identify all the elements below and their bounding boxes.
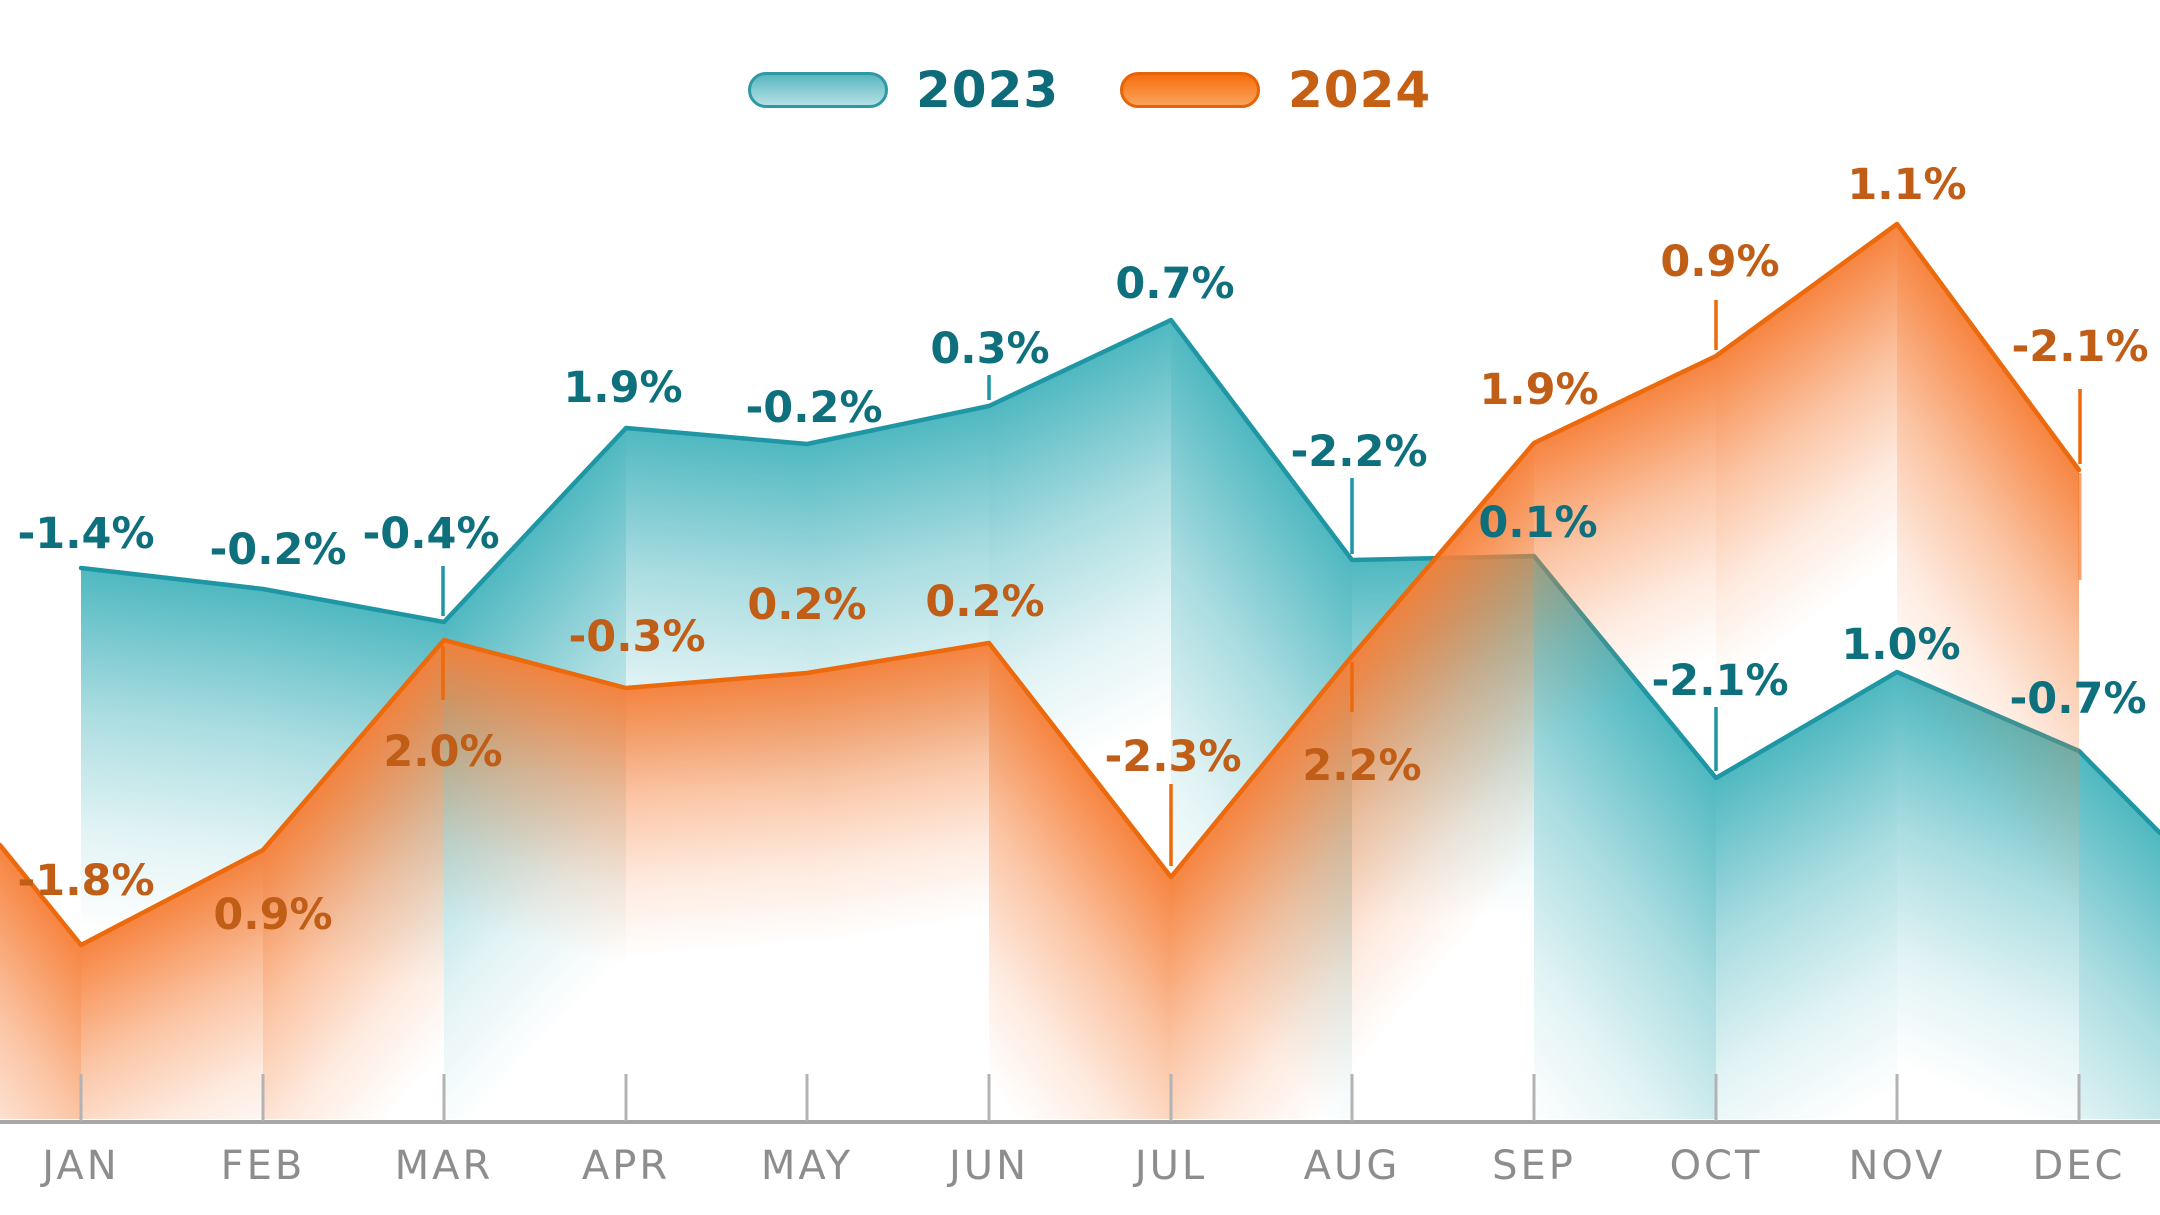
data-label-2024: 1.1%	[1847, 160, 1966, 210]
legend-label-2023: 2023	[916, 61, 1060, 119]
glow-segment-2023	[2079, 751, 2160, 1119]
glow-segment-2024	[626, 673, 807, 1119]
data-label-2023: 1.9%	[563, 363, 682, 413]
legend-swatch-2024-pill	[1120, 72, 1260, 108]
glow-segment-2024	[444, 640, 626, 1119]
series-2023-labels: -1.4% -0.2% -0.4% 1.9% -0.2% 0.3% 0.7% -2.2% 0.1…	[17, 259, 2147, 771]
legend-item-2024: 2024	[1120, 61, 1432, 119]
glow-segment-2024	[989, 643, 1171, 1119]
data-label-2024: 2.2%	[1302, 741, 1421, 791]
x-axis-month-label: JUN	[946, 1143, 1029, 1189]
data-label-2024: 2.0%	[383, 727, 502, 777]
x-axis: JAN FEB MAR APR MAY JUN JUL AUG SEP OCT NOV DEC	[0, 1074, 2160, 1189]
legend-label-2024: 2024	[1288, 61, 1432, 119]
data-label-2024: 0.2%	[747, 580, 866, 630]
x-axis-month-label: FEB	[221, 1143, 306, 1189]
x-axis-month-label: JAN	[39, 1143, 119, 1189]
data-label-2023: 0.3%	[930, 324, 1049, 374]
data-label-2024: 0.2%	[925, 577, 1044, 627]
glow-segment-2024	[81, 850, 263, 1119]
x-axis-month-label: NOV	[1848, 1143, 1945, 1189]
glow-segment-2024	[1171, 656, 1352, 1119]
data-label-2024: 0.9%	[1660, 237, 1779, 287]
data-label-2023: 0.1%	[1478, 498, 1597, 548]
data-label-2023: -0.4%	[362, 509, 499, 559]
data-label-2023: 1.0%	[1841, 620, 1960, 670]
x-axis-month-label: DEC	[2032, 1143, 2125, 1189]
data-label-2024: -0.3%	[568, 612, 705, 662]
glow-segment-2024	[263, 640, 444, 1119]
legend-swatch-2023-pill	[748, 72, 888, 108]
data-label-2023: -0.2%	[745, 383, 882, 433]
data-label-2023: 0.7%	[1115, 259, 1234, 309]
data-label-2023: -0.2%	[209, 525, 346, 575]
data-label-2024: -1.8%	[17, 856, 154, 906]
data-label-2024: -2.3%	[1104, 732, 1241, 782]
glow-segment-2024	[0, 845, 81, 1119]
series-2024-area	[0, 221, 2082, 1119]
x-axis-month-label: AUG	[1304, 1143, 1401, 1189]
x-axis-month-label: APR	[582, 1143, 670, 1189]
data-label-2023: -1.4%	[17, 509, 154, 559]
data-label-2024: 1.9%	[1479, 365, 1598, 415]
glow-segment-2024	[807, 643, 989, 1119]
data-label-2024: 0.9%	[213, 890, 332, 940]
data-label-2024: -2.1%	[2011, 322, 2148, 372]
glow-segment-2024	[1716, 224, 1897, 869]
data-label-2023: -2.1%	[1651, 656, 1788, 706]
x-axis-month-label: OCT	[1670, 1143, 1763, 1189]
glow-segment-2024	[1352, 443, 1534, 1119]
data-label-2023: -2.2%	[1290, 427, 1427, 477]
x-axis-month-label: MAY	[761, 1143, 853, 1189]
data-label-2023: -0.7%	[2009, 674, 2146, 724]
legend-item-2023: 2023	[748, 61, 1060, 119]
series-2024-labels: -1.8% 0.9% 2.0% -0.3% 0.2% 0.2% -2.3% 2.2% 1.9% 0…	[17, 160, 2148, 940]
glow-segment-2024	[1897, 224, 2079, 983]
glow-segment-2024	[1534, 356, 1716, 956]
x-axis-month-label: JUL	[1132, 1143, 1207, 1189]
series-line-2024	[0, 221, 2082, 948]
x-axis-month-label: MAR	[395, 1143, 494, 1189]
x-axis-month-label: SEP	[1492, 1143, 1576, 1189]
